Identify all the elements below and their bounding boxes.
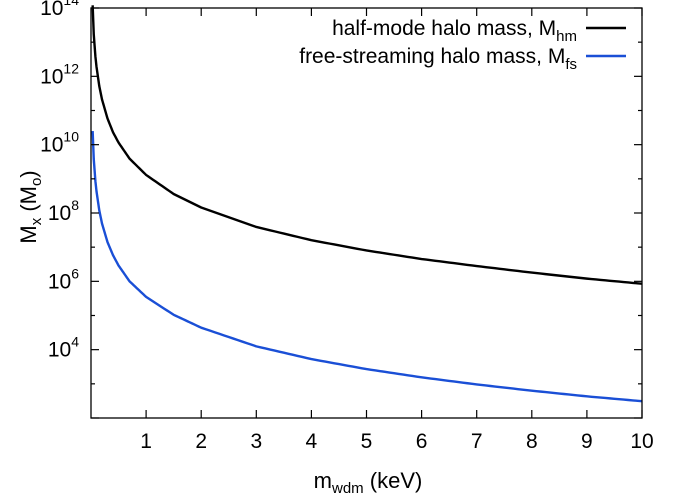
ticks-layer: 1 2 3 4 5 6 7 8 9 10 104 106 108 1010 1012 1014 bbox=[40, 0, 654, 453]
plot-frame bbox=[90, 7, 643, 419]
x-tick-label: 1 bbox=[140, 430, 152, 453]
x-tick-label: 9 bbox=[581, 430, 593, 453]
legend-label-2: free-streaming halo mass, Mfs bbox=[299, 45, 577, 73]
series-line-2 bbox=[91, 131, 643, 403]
x-tick-label: 5 bbox=[361, 430, 373, 453]
y-axis-title: Mx (Mo) bbox=[16, 170, 45, 243]
curves-layer bbox=[91, 5, 643, 403]
x-tick-label: 7 bbox=[471, 430, 483, 453]
x-tick-label: 2 bbox=[195, 430, 207, 453]
y-tick-label: 1012 bbox=[40, 60, 79, 88]
x-tick-label: 8 bbox=[526, 430, 538, 453]
y-tick-label: 108 bbox=[48, 197, 79, 225]
y-tick-label: 1014 bbox=[40, 0, 79, 20]
y-tick-label: 104 bbox=[48, 334, 79, 362]
x-tick-label: 10 bbox=[630, 430, 653, 453]
x-tick-label: 3 bbox=[250, 430, 262, 453]
series-line-1 bbox=[91, 5, 643, 285]
y-tick-label: 106 bbox=[48, 265, 79, 293]
x-tick-label: 6 bbox=[416, 430, 428, 453]
y-tick-label: 1010 bbox=[40, 129, 79, 157]
x-axis-title: mwdm (keV) bbox=[314, 468, 423, 497]
legend-label-1: half-mode halo mass, Mhm bbox=[332, 17, 577, 45]
x-tick-label: 4 bbox=[306, 430, 318, 453]
